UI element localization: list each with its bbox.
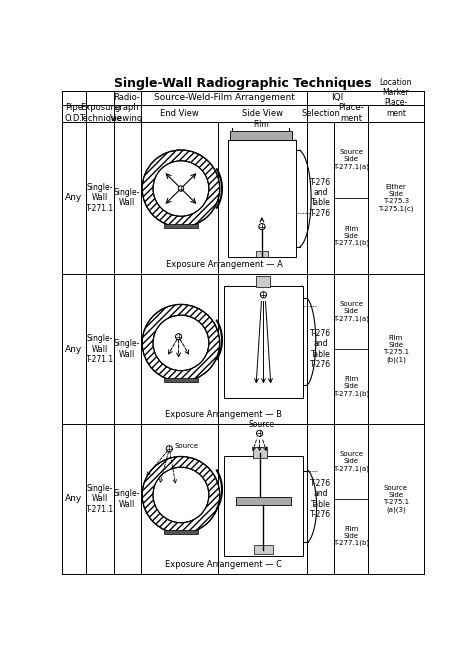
Circle shape: [256, 430, 263, 437]
Text: Exposure
Technique: Exposure Technique: [79, 104, 121, 123]
Text: Selection: Selection: [301, 109, 340, 118]
Text: Single-
Wall
T-271.1: Single- Wall T-271.1: [86, 334, 114, 364]
Bar: [230, 131, 292, 140]
Text: Radio-: Radio-: [114, 93, 140, 102]
Circle shape: [166, 446, 173, 452]
Text: Any: Any: [65, 345, 82, 353]
Text: Exposure Arrangement — C: Exposure Arrangement — C: [165, 560, 283, 569]
Bar: [254, 545, 273, 554]
Wedge shape: [142, 457, 219, 534]
Bar: [224, 285, 302, 398]
Text: Source: Source: [252, 232, 275, 238]
Text: Film: Film: [253, 120, 269, 129]
Text: End View: End View: [160, 109, 199, 118]
Text: Film
Side
T-277.1(b): Film Side T-277.1(b): [333, 526, 369, 547]
Text: graph
Viewing: graph Viewing: [110, 104, 144, 123]
Text: Any: Any: [65, 494, 82, 503]
Bar: [228, 140, 296, 257]
Bar: [164, 224, 198, 228]
Text: Source
Side
T-277.1(a): Source Side T-277.1(a): [333, 451, 369, 472]
Text: Side View: Side View: [242, 109, 283, 118]
Wedge shape: [142, 304, 219, 381]
Circle shape: [178, 186, 183, 192]
Text: Either
Side
T-275.3
T-275.1(c): Either Side T-275.3 T-275.1(c): [378, 184, 414, 212]
Text: Single-
Wall
T-271.1: Single- Wall T-271.1: [86, 183, 114, 213]
Text: Source
Side
T-277.1(a): Source Side T-277.1(a): [333, 149, 369, 170]
Text: Any: Any: [65, 193, 82, 203]
Text: Exposure Arrangement — A: Exposure Arrangement — A: [165, 260, 283, 269]
Bar: [164, 531, 198, 534]
Text: T-276
and
Table
T-276: T-276 and Table T-276: [310, 178, 331, 218]
Text: Location
Marker
Place-
ment: Location Marker Place- ment: [380, 78, 412, 118]
Bar: [255, 251, 268, 257]
Text: Source: Source: [249, 421, 275, 430]
Bar: [236, 498, 291, 505]
Text: Source: Source: [174, 443, 198, 449]
Text: Film
Side
T-277.1(b): Film Side T-277.1(b): [333, 377, 369, 397]
Text: Source: Source: [261, 288, 285, 294]
Bar: [253, 447, 266, 458]
Text: Film
Side
T-277.1(b): Film Side T-277.1(b): [333, 226, 369, 246]
Text: Source-Weld-Film Arrangement: Source-Weld-Film Arrangement: [154, 93, 294, 102]
Circle shape: [175, 334, 182, 340]
Text: T-276
and
Table
T-276: T-276 and Table T-276: [310, 329, 331, 369]
Text: Film: Film: [255, 494, 271, 503]
Text: Single-
Wall
T-271.1: Single- Wall T-271.1: [86, 484, 114, 514]
Wedge shape: [142, 150, 219, 227]
Circle shape: [259, 224, 265, 230]
Text: Single-
Wall: Single- Wall: [114, 340, 140, 359]
Bar: [256, 276, 271, 287]
Circle shape: [260, 292, 266, 298]
Text: Single-
Wall: Single- Wall: [114, 489, 140, 509]
Text: Source
Side
T-277.1(a): Source Side T-277.1(a): [333, 302, 369, 322]
Text: Single-Wall Radiographic Techniques: Single-Wall Radiographic Techniques: [114, 76, 372, 89]
Text: Pipe
O.D.: Pipe O.D.: [65, 104, 83, 123]
Bar: [224, 457, 302, 556]
Bar: [164, 378, 198, 382]
Text: Exposure Arrangement — B: Exposure Arrangement — B: [165, 410, 283, 419]
Text: Film
Side
T-275.1
(b)(1): Film Side T-275.1 (b)(1): [383, 335, 409, 363]
Text: Single-
Wall: Single- Wall: [114, 188, 140, 208]
Text: T-276
and
Table
T-276: T-276 and Table T-276: [310, 479, 331, 519]
Text: Source
Side
T-275.1
(a)(3): Source Side T-275.1 (a)(3): [383, 485, 409, 512]
Text: Place-
ment: Place- ment: [338, 104, 364, 123]
Text: Film: Film: [255, 392, 271, 401]
Text: IQI: IQI: [331, 93, 344, 102]
